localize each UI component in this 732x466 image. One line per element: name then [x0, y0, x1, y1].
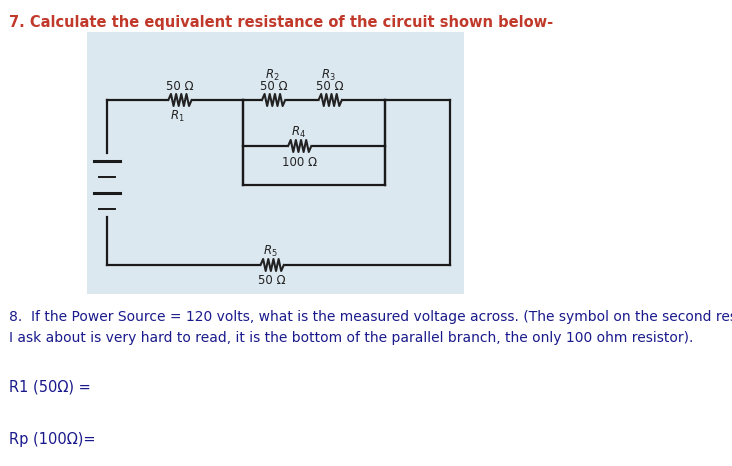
Text: R1 (50Ω) =: R1 (50Ω) =: [9, 380, 91, 395]
Text: 7. Calculate the equivalent resistance of the circuit shown below-: 7. Calculate the equivalent resistance o…: [9, 15, 553, 30]
Text: 8.  If the Power Source = 120 volts, what is the measured voltage across. (The s: 8. If the Power Source = 120 volts, what…: [9, 310, 732, 344]
Text: 50 Ω: 50 Ω: [258, 274, 286, 288]
Text: $R_4$: $R_4$: [291, 124, 306, 139]
FancyBboxPatch shape: [87, 32, 465, 294]
Text: Rp (100Ω)=: Rp (100Ω)=: [9, 432, 95, 447]
Text: $R_2$: $R_2$: [265, 68, 280, 82]
Text: 50 Ω: 50 Ω: [316, 81, 344, 94]
Text: 50 Ω: 50 Ω: [166, 81, 194, 94]
Text: $R_1$: $R_1$: [171, 109, 185, 123]
Text: $R_5$: $R_5$: [264, 243, 278, 259]
Text: $R_3$: $R_3$: [321, 68, 336, 82]
Text: 100 Ω: 100 Ω: [282, 156, 317, 169]
Text: 50 Ω: 50 Ω: [260, 81, 288, 94]
